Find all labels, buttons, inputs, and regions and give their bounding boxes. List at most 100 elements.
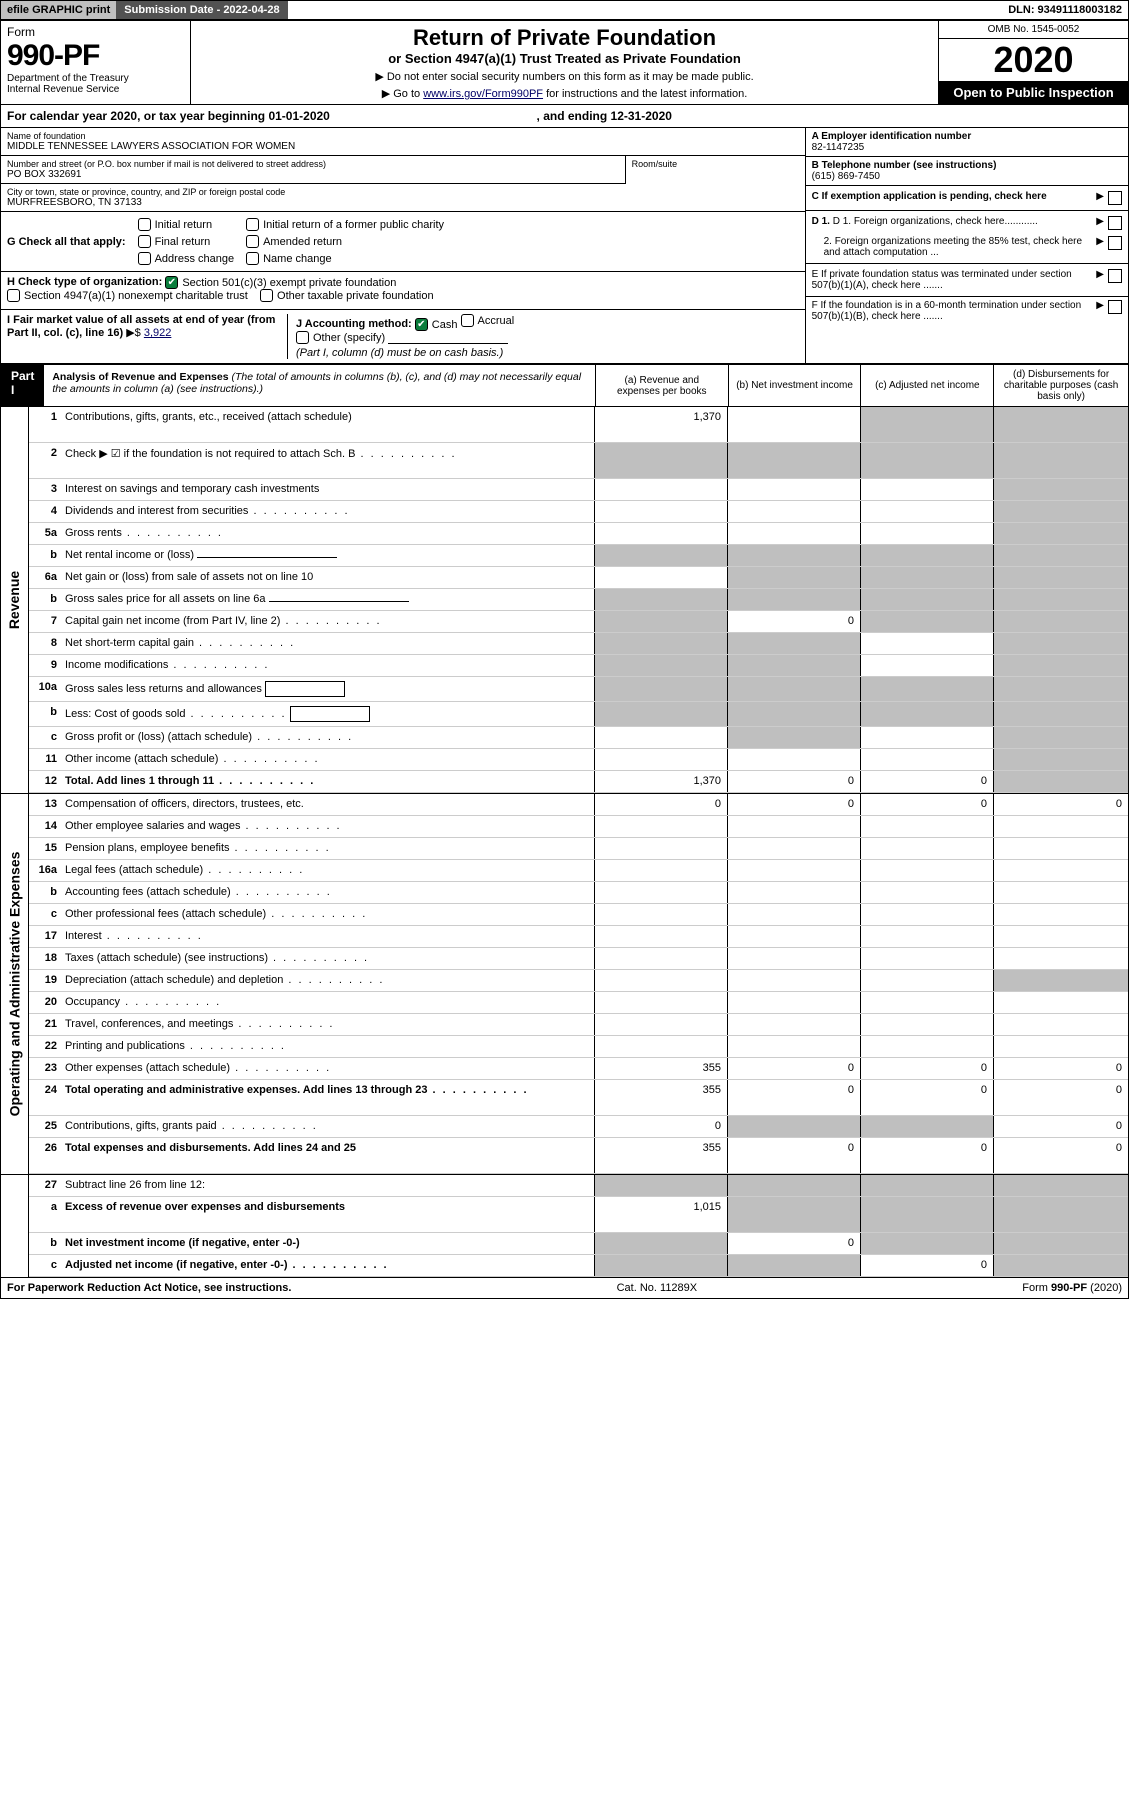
header-left: Form 990-PF Department of the Treasury I… [1,21,191,104]
chk-final-label: Final return [155,236,211,248]
entity-left: Name of foundation MIDDLE TENNESSEE LAWY… [1,128,805,363]
cell-a [594,992,727,1013]
part1-label: Part I [1,365,44,406]
cell-d [993,904,1128,925]
c-check: C If exemption application is pending, c… [806,188,1128,208]
cal-year-pre: For calendar year 2020, or tax year begi… [7,109,268,123]
line-number: 17 [29,926,61,947]
cell-c [860,702,993,726]
line-desc: Travel, conferences, and meetings [61,1014,594,1035]
line-desc: Total. Add lines 1 through 11 [61,771,594,792]
cell-b [727,633,860,654]
cell-c [860,443,993,478]
cell-b [727,655,860,676]
cell-b [727,882,860,903]
cell-a [594,702,727,726]
form-container: efile GRAPHIC print Submission Date - 20… [0,0,1129,1299]
cell-b: 0 [727,794,860,815]
table-row: 8 Net short-term capital gain [29,633,1128,655]
chk-addr-change[interactable] [138,252,151,265]
net-rows: 27 Subtract line 26 from line 12: a Exce… [29,1175,1128,1277]
cell-c [860,501,993,522]
chk-501c3[interactable]: ✔ [165,276,178,289]
line-number: 10a [29,677,61,701]
chk-4947-label: Section 4947(a)(1) nonexempt charitable … [24,290,248,302]
cell-b [727,479,860,500]
table-row: 22 Printing and publications [29,1036,1128,1058]
cell-d: 0 [993,1116,1128,1137]
chk-final[interactable] [138,235,151,248]
foundation-name: MIDDLE TENNESSEE LAWYERS ASSOCIATION FOR… [7,141,799,152]
table-row: 13 Compensation of officers, directors, … [29,794,1128,816]
cell-b [727,702,860,726]
cell-d [993,1233,1128,1254]
col-d-header: (d) Disbursements for charitable purpose… [993,365,1128,406]
cell-b [727,1014,860,1035]
chk-other-taxable[interactable] [260,289,273,302]
chk-f[interactable] [1108,300,1122,314]
line-number: b [29,1233,61,1254]
chk-other-method[interactable] [296,331,309,344]
chk-d1[interactable] [1108,216,1122,230]
line-desc: Other professional fees (attach schedule… [61,904,594,925]
chk-initial[interactable] [138,218,151,231]
cell-b [727,860,860,881]
expenses-section: Operating and Administrative Expenses 13… [1,793,1128,1174]
form-label: Form [7,25,184,39]
i-label: I Fair market value of all assets at end… [7,314,275,339]
cell-c [860,407,993,442]
cell-d [993,702,1128,726]
chk-e[interactable] [1108,269,1122,283]
cell-d [993,1014,1128,1035]
cell-c [860,970,993,991]
footer-left: For Paperwork Reduction Act Notice, see … [7,1282,291,1294]
city-label: City or town, state or province, country… [7,187,799,197]
cell-a [594,655,727,676]
cell-d [993,407,1128,442]
table-row: 1 Contributions, gifts, grants, etc., re… [29,407,1128,443]
col-a-header: (a) Revenue and expenses per books [595,365,728,406]
line-number: b [29,589,61,610]
chk-cash-label: Cash [432,319,458,331]
cell-b [727,1197,860,1232]
cell-c: 0 [860,1058,993,1079]
cell-c [860,1116,993,1137]
f-check: F If the foundation is in a 60-month ter… [806,297,1128,325]
chk-d2[interactable] [1108,236,1122,250]
table-row: 26 Total expenses and disbursements. Add… [29,1138,1128,1174]
chk-initial-label: Initial return [155,219,212,231]
chk-cash[interactable]: ✔ [415,318,428,331]
cell-c [860,567,993,588]
foundation-name-cell: Name of foundation MIDDLE TENNESSEE LAWY… [1,128,805,156]
chk-4947[interactable] [7,289,20,302]
chk-c[interactable] [1108,191,1122,205]
chk-initial-former[interactable] [246,218,259,231]
f-label: F If the foundation is in a 60-month ter… [812,300,1093,322]
cell-b: 0 [727,1080,860,1115]
addr-label: Number and street (or P.O. box number if… [7,159,619,169]
cell-b [727,407,860,442]
line-number: 22 [29,1036,61,1057]
chk-name-change[interactable] [246,252,259,265]
e-check: E If private foundation status was termi… [806,266,1128,294]
line-desc: Gross sales less returns and allowances [61,677,594,701]
cell-a: 355 [594,1080,727,1115]
chk-amended[interactable] [246,235,259,248]
table-row: 27 Subtract line 26 from line 12: [29,1175,1128,1197]
efile-print[interactable]: efile GRAPHIC print [1,1,116,19]
cell-c [860,1175,993,1196]
cell-c [860,1036,993,1057]
cell-b [727,816,860,837]
chk-accrual[interactable] [461,314,474,327]
irs-label: Internal Revenue Service [7,84,184,95]
cell-c [860,882,993,903]
cell-d: 0 [993,1058,1128,1079]
cell-c [860,1014,993,1035]
form-number: 990-PF [7,39,184,73]
table-row: 16a Legal fees (attach schedule) [29,860,1128,882]
cell-d [993,501,1128,522]
chk-other-taxable-label: Other taxable private foundation [277,290,434,302]
line-number: 9 [29,655,61,676]
irs-link[interactable]: www.irs.gov/Form990PF [423,88,543,100]
line-desc: Excess of revenue over expenses and disb… [61,1197,594,1232]
